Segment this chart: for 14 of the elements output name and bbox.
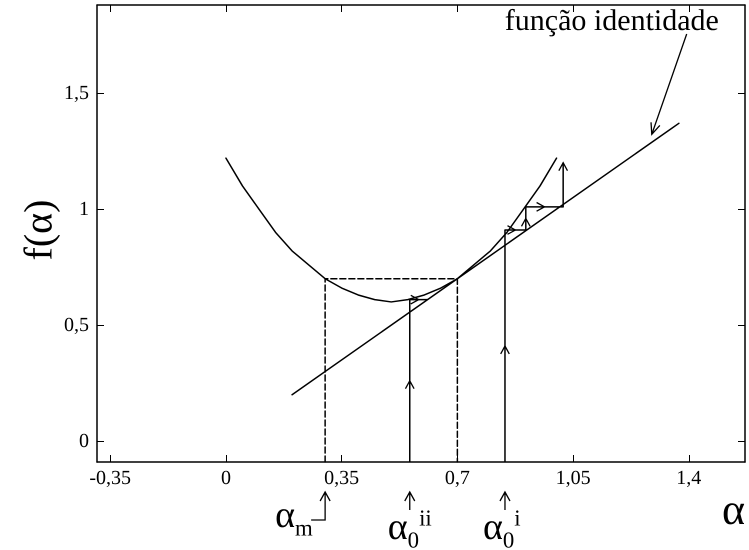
y-tick-label: 0,5	[64, 314, 89, 336]
x-tick-label: 1,4	[676, 467, 702, 489]
annotation: α$_{m}$	[275, 494, 313, 541]
x-tick-label: 0	[220, 467, 231, 489]
x-tick-label: 0,7	[444, 467, 470, 489]
annotation: função identidade	[504, 4, 719, 37]
y-axis-title: f(α)	[14, 200, 60, 260]
y-tick-label: 1,5	[64, 82, 89, 104]
y-tick-label: 1	[79, 198, 89, 220]
y-tick-label: 0	[79, 430, 89, 452]
x-tick-label: 0,35	[324, 467, 360, 489]
x-tick-label: -0,35	[89, 467, 132, 489]
x-axis-title: α	[722, 485, 746, 534]
x-tick-label: 1,05	[556, 467, 591, 489]
